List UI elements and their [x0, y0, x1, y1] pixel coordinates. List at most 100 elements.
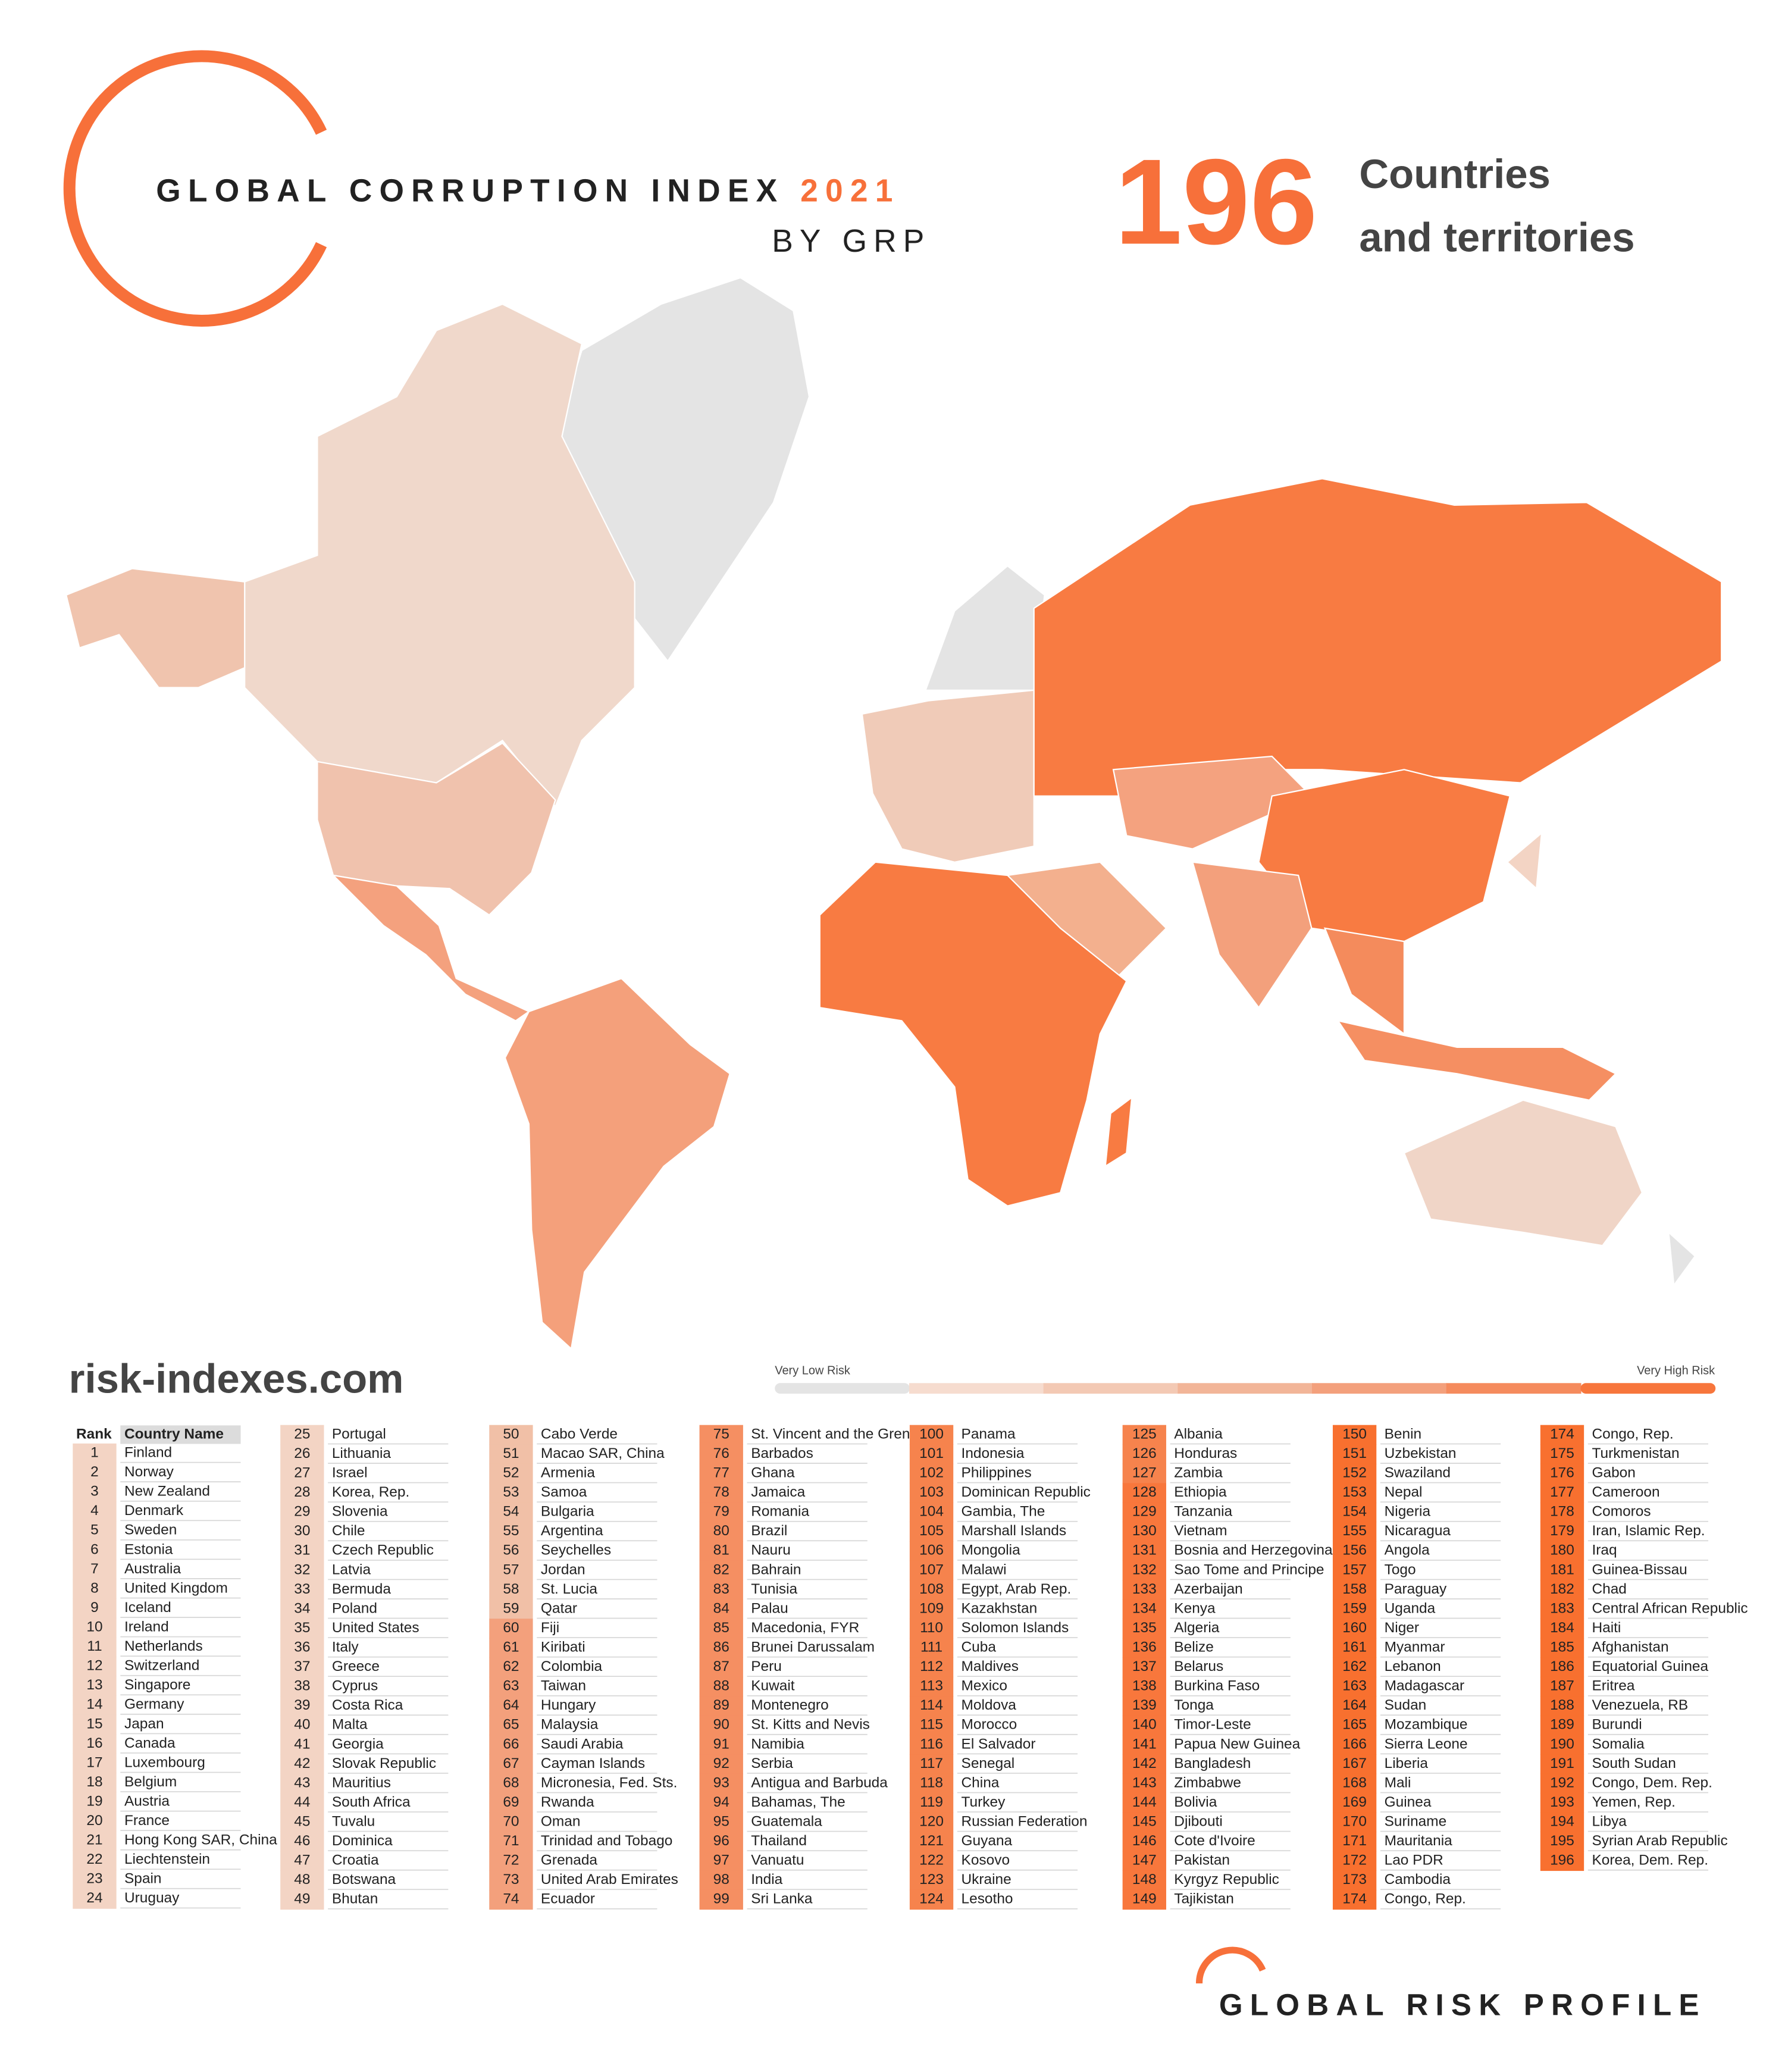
rank: 105 — [919, 1523, 944, 1539]
country-name: Kosovo — [962, 1852, 1010, 1868]
rank-cell — [699, 1715, 743, 1736]
country-name: Finland — [124, 1445, 172, 1461]
country-name: France — [124, 1813, 170, 1829]
country-name: Honduras — [1174, 1445, 1237, 1461]
country-name: Djibouti — [1174, 1813, 1223, 1829]
rank: 14 — [86, 1697, 102, 1713]
country-name: Mozambique — [1385, 1717, 1468, 1733]
rank: 73 — [503, 1871, 519, 1888]
rank-cell — [489, 1754, 533, 1774]
country-name: Liechtenstein — [124, 1851, 210, 1867]
rank-cell — [73, 1637, 117, 1657]
rank: 121 — [919, 1833, 944, 1849]
rank: 165 — [1342, 1717, 1367, 1733]
country-name: Kiribati — [541, 1639, 585, 1655]
rank: 86 — [713, 1639, 729, 1655]
rank: 114 — [920, 1697, 943, 1713]
new-zealand — [1667, 1231, 1696, 1287]
rank-cell — [280, 1425, 324, 1445]
rank: 5 — [90, 1522, 99, 1538]
rank-cell — [1332, 1696, 1377, 1716]
title-year: 2021 — [800, 174, 900, 209]
country-name: Marshall Islands — [962, 1523, 1067, 1539]
rank-cell — [909, 1483, 954, 1503]
rank-cell — [1332, 1754, 1377, 1774]
rank-cell — [1332, 1676, 1377, 1697]
title: GLOBAL CORRUPTION INDEX 2021 — [156, 174, 900, 209]
country-name: Senegal — [962, 1755, 1015, 1771]
country-name: Latvia — [332, 1561, 371, 1578]
legend-swatch — [1446, 1383, 1582, 1394]
rank: 64 — [503, 1697, 519, 1713]
country-name: Ireland — [124, 1619, 169, 1635]
country-name: Grenada — [541, 1852, 598, 1868]
rank-cell — [1540, 1522, 1584, 1542]
country-name: Argentina — [541, 1523, 603, 1539]
country-name: Croatia — [332, 1852, 379, 1868]
country-name: Libya — [1592, 1813, 1627, 1829]
rank-cell — [280, 1522, 324, 1542]
rank: 12 — [86, 1658, 102, 1674]
rank-cell — [73, 1676, 117, 1696]
rank: 181 — [1550, 1561, 1574, 1578]
rank: 120 — [919, 1813, 944, 1829]
rank: 141 — [1132, 1736, 1157, 1752]
rank: 190 — [1550, 1736, 1574, 1752]
country-name: Lebanon — [1385, 1658, 1441, 1674]
country-name: Vietnam — [1174, 1523, 1227, 1539]
rank: 143 — [1132, 1774, 1157, 1791]
country-name: Chile — [332, 1523, 365, 1539]
country-name: Cote d'Ivoire — [1174, 1833, 1255, 1849]
rank-cell — [1540, 1696, 1584, 1716]
rank: 96 — [713, 1833, 729, 1849]
rank-cell — [1122, 1463, 1166, 1484]
country-name: Turkmenistan — [1592, 1445, 1679, 1461]
rank-cell — [1332, 1425, 1377, 1445]
country-name: Egypt, Arab Rep. — [962, 1581, 1072, 1597]
rank: 76 — [713, 1445, 729, 1461]
country-name: Slovenia — [332, 1504, 388, 1520]
rank: 88 — [713, 1678, 729, 1694]
rank: 146 — [1132, 1833, 1157, 1849]
rank: 112 — [920, 1658, 943, 1674]
rank: 127 — [1132, 1465, 1157, 1481]
rank-cell — [73, 1579, 117, 1599]
rank: 101 — [919, 1445, 944, 1461]
rank: 155 — [1342, 1523, 1367, 1539]
country-name: Morocco — [962, 1717, 1017, 1733]
rank-cell — [489, 1676, 533, 1697]
rank-cell — [1332, 1560, 1377, 1580]
rank-cell — [1540, 1425, 1584, 1445]
country-name: Switzerland — [124, 1658, 199, 1674]
country-name: Iraq — [1592, 1542, 1617, 1558]
country-name: Guatemala — [751, 1813, 822, 1829]
rank: 62 — [503, 1658, 519, 1674]
rank: 195 — [1550, 1833, 1574, 1849]
country-name: Georgia — [332, 1736, 384, 1752]
rank: 180 — [1550, 1542, 1574, 1558]
country-name: Ukraine — [962, 1871, 1012, 1888]
rank: 22 — [86, 1851, 102, 1867]
country-name: Moldova — [962, 1697, 1017, 1713]
rank-cell — [1540, 1483, 1584, 1503]
country-name: Uganda — [1385, 1600, 1436, 1616]
rank-cell — [909, 1812, 954, 1832]
country-name: Congo, Rep. — [1592, 1426, 1673, 1442]
rank: 82 — [713, 1561, 729, 1578]
rank-cell — [699, 1463, 743, 1484]
rank-cell — [699, 1483, 743, 1503]
rank: 28 — [294, 1484, 310, 1500]
rank-cell — [489, 1696, 533, 1716]
rank: 117 — [920, 1755, 943, 1771]
country-name: Congo, Rep. — [1385, 1891, 1466, 1907]
rank-cell — [73, 1850, 117, 1870]
rank-cell — [73, 1443, 117, 1464]
country-name: Algeria — [1174, 1620, 1219, 1636]
country-name: Cayman Islands — [541, 1755, 645, 1771]
country-name: St. Lucia — [541, 1581, 597, 1597]
rank-cell — [699, 1444, 743, 1464]
country-name: Cabo Verde — [541, 1426, 618, 1442]
country-name: El Salvador — [962, 1736, 1036, 1752]
header-cell — [120, 1425, 241, 1444]
country-name: Philippines — [962, 1465, 1032, 1481]
